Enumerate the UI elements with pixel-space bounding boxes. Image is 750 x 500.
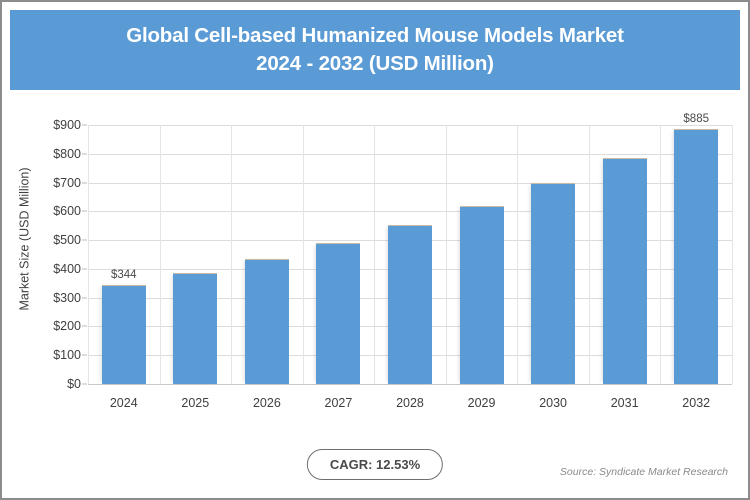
cagr-badge: CAGR: 12.53% [306, 449, 444, 480]
gridline-700 [88, 182, 732, 184]
bar-group-2025[interactable] [160, 125, 232, 384]
bar-value-label-2024: $344 [110, 269, 137, 282]
bar-group-2028[interactable] [374, 125, 446, 384]
y-tick-label-200: $200 [53, 319, 81, 334]
y-axis-title: Market Size (USD Million) [12, 94, 38, 384]
category-separator [446, 125, 447, 384]
plot-wrapper: $0 $100 $200 $300 $400 $500 $600 $700 $800 $900 $3… [53, 113, 733, 410]
x-tick-label-2026: 2026 [252, 396, 281, 410]
chart-title-line-2: 2024 - 2032 (USD Million) [256, 52, 494, 75]
y-tick-label-300: $300 [53, 290, 81, 305]
bar-2032[interactable]: $885 [674, 113, 719, 384]
bar-2031[interactable] [602, 157, 647, 384]
x-tick-label-2032: 2032 [682, 396, 711, 410]
y-tick-label-500: $500 [53, 233, 81, 248]
y-tick-mark-300 [82, 297, 87, 299]
bar-group-2027[interactable] [303, 125, 375, 384]
x-tick-label-2024: 2024 [109, 396, 138, 410]
x-tick-label-2031: 2031 [610, 396, 639, 410]
x-tick-label-2028: 2028 [396, 396, 424, 410]
category-separator [732, 125, 733, 384]
bar-2030[interactable] [531, 183, 576, 384]
category-separator [303, 125, 304, 384]
y-tick-mark-700 [82, 182, 87, 184]
category-separator [374, 125, 375, 384]
y-tick-mark-600 [82, 210, 87, 212]
gridline-800 [88, 153, 732, 155]
category-separator [660, 125, 661, 384]
source-attribution: Source: Syndicate Market Research [559, 466, 728, 478]
y-tick-mark-500 [82, 239, 87, 241]
chart-plot-region: Market Size (USD Million) $0 $100 $200 $300… [10, 94, 740, 492]
y-tick-mark-100 [82, 354, 87, 356]
gridline-0 [88, 384, 732, 385]
category-separator [589, 125, 590, 384]
x-tick-label-2025: 2025 [181, 396, 210, 410]
x-tick-label-2029: 2029 [467, 396, 496, 410]
chart-header-banner: Global Cell-based Humanized Mouse Models… [10, 10, 740, 90]
y-tick-label-0: $0 [67, 377, 81, 391]
bar-group-2030[interactable] [517, 125, 589, 384]
category-separator [160, 125, 161, 384]
y-axis-title-text: Market Size (USD Million) [18, 167, 32, 311]
bar-2025[interactable] [173, 272, 218, 384]
chart-title-line-1: Global Cell-based Humanized Mouse Models… [126, 24, 624, 48]
bar-group-2024[interactable]: $344 [88, 125, 160, 384]
y-tick-label-100: $100 [53, 348, 81, 363]
bar-group-2032[interactable]: $885 [660, 113, 732, 384]
y-tick-mark-900 [82, 124, 87, 126]
gridline-600 [88, 211, 732, 213]
y-tick-label-900: $900 [53, 118, 81, 132]
bar-2029[interactable] [459, 205, 504, 384]
bar-group-2031[interactable] [589, 125, 661, 384]
y-tick-mark-0 [82, 383, 87, 385]
category-separator [231, 125, 232, 384]
bar-group-2029[interactable] [446, 125, 518, 384]
x-tick-label-2027: 2027 [324, 396, 353, 410]
y-tick-label-400: $400 [53, 261, 81, 276]
y-tick-label-700: $700 [53, 175, 81, 190]
bar-2026[interactable] [244, 258, 289, 384]
bar-group-2026[interactable] [231, 125, 303, 384]
y-tick-mark-200 [82, 325, 87, 327]
y-tick-label-600: $600 [53, 204, 81, 219]
plot-canvas: $0 $100 $200 $300 $400 $500 $600 $700 $800 $900 $3… [53, 113, 733, 410]
bar-2028[interactable] [387, 225, 432, 384]
category-separator [517, 125, 518, 384]
category-separator [88, 125, 89, 384]
gridline-900 [88, 125, 732, 126]
bar-value-label-2032: $885 [683, 113, 709, 126]
bar-2024[interactable]: $344 [101, 269, 146, 384]
y-tick-mark-400 [82, 268, 87, 270]
bar-2027[interactable] [316, 243, 361, 384]
x-tick-label-2030: 2030 [539, 396, 567, 410]
y-tick-mark-800 [82, 153, 87, 155]
y-tick-label-800: $800 [53, 146, 81, 161]
